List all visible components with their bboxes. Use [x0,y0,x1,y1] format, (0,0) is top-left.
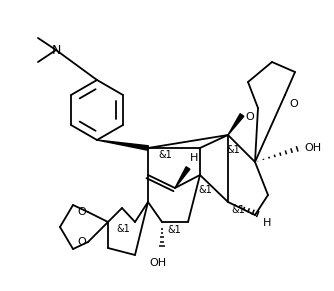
Text: &1: &1 [198,185,212,195]
Text: H: H [263,218,271,228]
Text: &1: &1 [231,205,245,215]
Text: N: N [51,43,61,56]
Text: OH: OH [149,258,167,268]
Polygon shape [97,140,148,150]
Polygon shape [175,167,190,188]
Text: H: H [190,153,198,163]
Text: OH: OH [304,143,321,153]
Text: O: O [77,237,86,247]
Polygon shape [228,114,244,135]
Text: O: O [77,207,86,217]
Text: &1: &1 [116,224,130,234]
Text: &1: &1 [167,225,181,235]
Text: O: O [245,112,254,122]
Text: O: O [289,99,298,109]
Text: &1: &1 [158,150,172,160]
Text: &1: &1 [226,145,240,155]
